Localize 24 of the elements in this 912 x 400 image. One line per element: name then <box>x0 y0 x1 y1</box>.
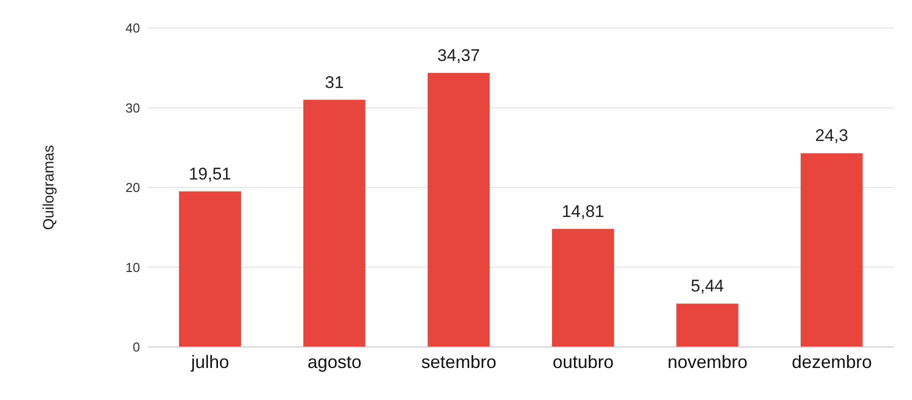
x-tick-label: julho <box>190 352 230 372</box>
data-label: 31 <box>324 72 344 92</box>
y-tick-label: 30 <box>126 100 140 116</box>
bar <box>676 304 738 347</box>
data-label: 14,81 <box>562 202 604 221</box>
y-tick-label: 10 <box>126 260 140 275</box>
bar <box>179 191 241 347</box>
data-label: 5,44 <box>690 276 724 296</box>
bar <box>303 100 366 347</box>
bar <box>428 72 490 347</box>
x-tick-label: outubro <box>552 352 614 372</box>
x-tick-label: setembro <box>421 352 496 372</box>
y-tick-label: 20 <box>126 180 140 196</box>
data-label: 34,37 <box>437 46 480 65</box>
y-axis-title: Quilogramas <box>40 144 58 230</box>
y-tick-label: 0 <box>132 340 140 355</box>
bar <box>552 228 614 347</box>
x-tick-label: agosto <box>307 352 362 372</box>
x-tick-label: novembro <box>667 352 748 372</box>
data-label: 19,51 <box>188 164 232 184</box>
y-tick-label: 40 <box>126 20 140 36</box>
x-tick-label: dezembro <box>792 352 872 372</box>
bar <box>800 153 863 347</box>
data-label: 24,3 <box>815 126 848 146</box>
